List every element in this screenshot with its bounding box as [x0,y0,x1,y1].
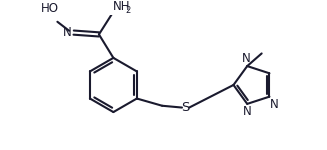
Text: NH: NH [112,0,130,13]
Text: S: S [181,101,190,114]
Text: N: N [270,98,279,111]
Text: N: N [63,26,72,39]
Text: 2: 2 [125,6,130,15]
Text: N: N [242,52,251,65]
Text: N: N [243,105,251,118]
Text: HO: HO [41,2,59,15]
